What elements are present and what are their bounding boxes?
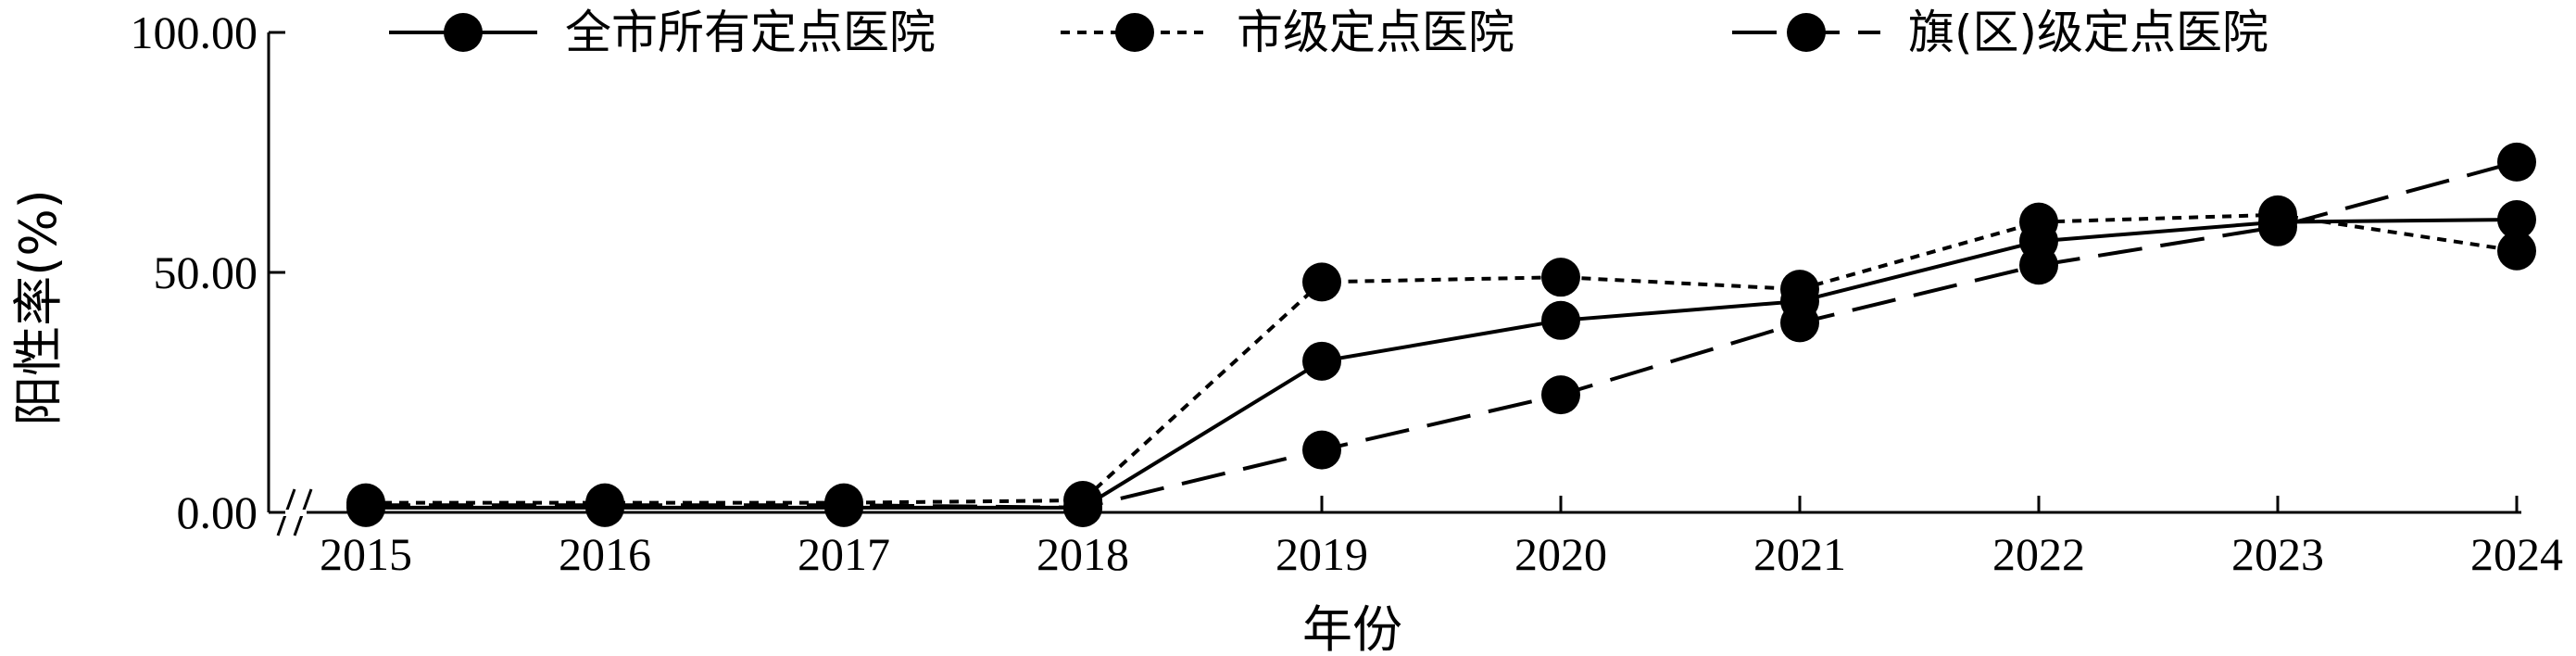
data-point bbox=[1541, 300, 1580, 340]
x-axis-title: 年份 bbox=[1302, 600, 1402, 656]
data-point bbox=[2497, 142, 2536, 182]
x-tick-label: 2015 bbox=[320, 528, 412, 580]
data-point bbox=[1780, 303, 1819, 343]
data-point bbox=[824, 486, 863, 525]
x-tick-label: 2018 bbox=[1037, 528, 1129, 580]
data-point bbox=[1541, 258, 1580, 297]
series-line bbox=[366, 218, 2518, 510]
x-tick-label: 2024 bbox=[2470, 528, 2563, 580]
axis-break-gap bbox=[281, 510, 307, 516]
legend-label: 市级定点医院 bbox=[1237, 6, 1514, 59]
axes: 0.00 50.00 100.00 2015 2016 2017 2018 2019 2020 2… bbox=[131, 6, 2564, 580]
legend-label: 全市所有定点医院 bbox=[565, 6, 936, 59]
data-point bbox=[2497, 231, 2536, 271]
series-line bbox=[366, 159, 2518, 510]
x-tick-label: 2020 bbox=[1514, 528, 1607, 580]
y-axis-title: 阳性率(%) bbox=[9, 189, 68, 425]
data-point bbox=[585, 486, 624, 525]
legend-label: 旗(区)级定点医院 bbox=[1908, 6, 2268, 59]
legend-marker bbox=[444, 13, 483, 52]
x-tick-label: 2021 bbox=[1753, 528, 1846, 580]
legend-marker bbox=[1115, 13, 1154, 52]
data-point bbox=[1780, 270, 1819, 309]
data-point bbox=[2258, 207, 2297, 246]
y-tick-label: 100.00 bbox=[131, 6, 258, 58]
data-point bbox=[2019, 202, 2058, 242]
data-point bbox=[1302, 262, 1341, 302]
data-point bbox=[2019, 246, 2058, 285]
y-tick-label: 50.00 bbox=[154, 246, 258, 298]
legend-marker bbox=[1787, 13, 1826, 52]
series-1 bbox=[346, 195, 2536, 523]
data-point bbox=[1541, 375, 1580, 415]
series-layer bbox=[346, 142, 2536, 527]
legend-item-0: 全市所有定点医院 bbox=[389, 6, 936, 59]
y-tick-label: 0.00 bbox=[177, 486, 258, 538]
series-line bbox=[366, 212, 2518, 505]
data-point bbox=[346, 486, 385, 525]
legend-item-2: 旗(区)级定点医院 bbox=[1732, 6, 2268, 59]
x-tick-label: 2017 bbox=[798, 528, 890, 580]
x-tick-label: 2023 bbox=[2231, 528, 2324, 580]
series-0 bbox=[346, 200, 2536, 527]
data-point bbox=[1302, 341, 1341, 381]
data-point bbox=[2497, 200, 2536, 240]
x-tick-label: 2022 bbox=[1992, 528, 2085, 580]
legend-item-1: 市级定点医院 bbox=[1061, 6, 1514, 59]
x-tick-label: 2016 bbox=[559, 528, 651, 580]
x-tick-label: 2019 bbox=[1275, 528, 1368, 580]
legend: 全市所有定点医院 市级定点医院 旗(区)级定点医院 bbox=[389, 6, 2268, 59]
series-2 bbox=[346, 142, 2536, 527]
data-point bbox=[1302, 430, 1341, 470]
data-point bbox=[1063, 487, 1102, 527]
